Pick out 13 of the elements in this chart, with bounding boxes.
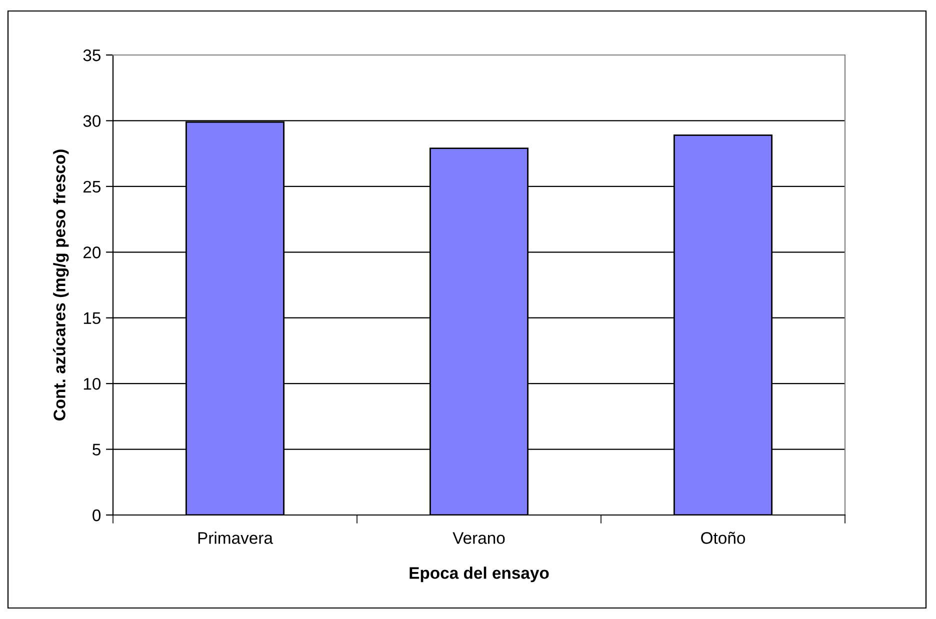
y-axis-title: Cont. azúcares (mg/g peso fresco) xyxy=(53,150,69,420)
x-tick-label: Primavera xyxy=(198,532,273,544)
y-tick-label: 10 xyxy=(84,378,101,390)
x-tick-label: Verano xyxy=(452,532,505,544)
y-tick-label: 5 xyxy=(92,444,100,456)
y-tick-label: 15 xyxy=(84,312,100,324)
y-tick-label: 35 xyxy=(83,49,100,62)
y-tick-label: 30 xyxy=(83,115,101,127)
y-tick-label: 0 xyxy=(92,509,101,522)
y-tick-label: 20 xyxy=(83,246,101,258)
x-axis-title: Epoca del ensayo xyxy=(410,566,549,582)
y-tick-label: 25 xyxy=(83,180,100,193)
x-tick-label: Otoño xyxy=(701,532,746,544)
